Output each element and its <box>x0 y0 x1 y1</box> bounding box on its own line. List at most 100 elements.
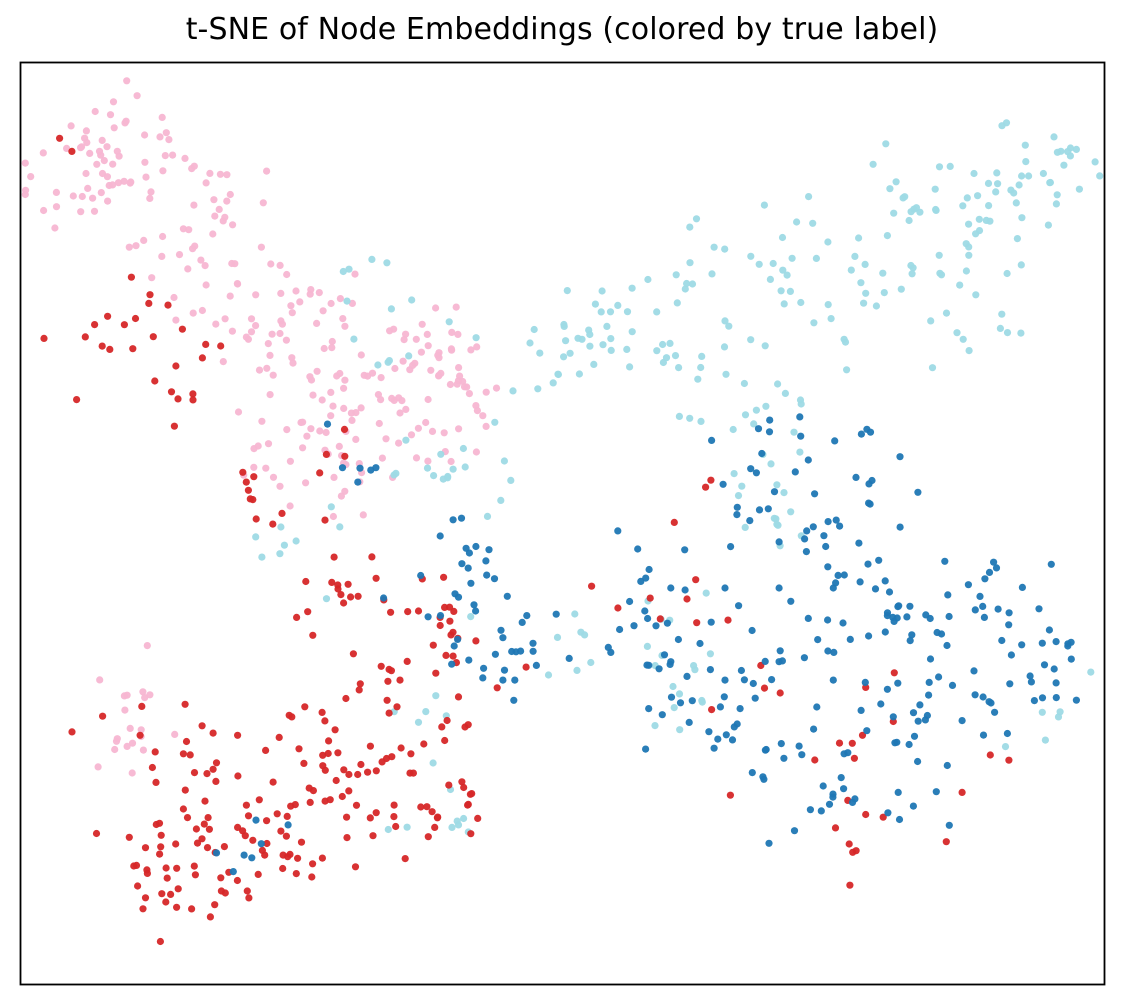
scatter-point-pink <box>336 295 344 303</box>
scatter-point-pink <box>320 344 328 353</box>
scatter-point-blue <box>630 622 638 630</box>
scatter-point-pink <box>440 429 448 437</box>
scatter-point-cyan <box>963 194 971 202</box>
scatter-point-cyan <box>675 690 684 698</box>
scatter-point-red <box>244 486 252 494</box>
scatter-point-blue <box>733 720 741 728</box>
scatter-point-blue <box>354 478 362 486</box>
scatter-point-pink <box>283 270 291 279</box>
scatter-point-pink <box>282 336 290 344</box>
scatter-point-cyan <box>905 216 913 225</box>
scatter-point-red <box>263 817 271 825</box>
scatter-point-pink <box>234 408 243 416</box>
scatter-point-cyan <box>710 243 718 251</box>
scatter-point-red <box>338 792 346 801</box>
scatter-point-pink <box>276 329 284 338</box>
scatter-point-blue <box>811 490 819 498</box>
scatter-point-cyan <box>536 349 544 357</box>
scatter-point-cyan <box>1015 181 1023 189</box>
scatter-point-red <box>831 824 840 832</box>
scatter-point-blue <box>905 740 913 749</box>
scatter-point-cyan <box>432 692 440 700</box>
scatter-point-cyan <box>972 230 980 238</box>
scatter-point-cyan <box>720 343 729 351</box>
scatter-point-blue <box>802 548 811 556</box>
scatter-point-red <box>858 731 867 739</box>
scatter-point-pink <box>89 194 97 202</box>
scatter-point-cyan <box>614 301 622 309</box>
scatter-point-blue <box>801 535 809 543</box>
scatter-point-red <box>340 766 348 774</box>
scatter-point-blue <box>450 642 458 650</box>
scatter-point-pink <box>432 304 440 312</box>
scatter-point-pink <box>128 769 136 777</box>
scatter-point-red <box>434 813 442 821</box>
scatter-point-cyan <box>530 325 538 334</box>
scatter-point-pink <box>263 364 271 372</box>
scatter-point-red <box>158 890 166 898</box>
scatter-point-red <box>201 797 209 805</box>
scatter-point-red <box>81 333 89 341</box>
scatter-point-cyan <box>755 260 763 268</box>
scatter-point-blue <box>229 868 237 876</box>
scatter-point-red <box>138 702 146 711</box>
scatter-point-blue <box>663 619 672 627</box>
scatter-point-blue <box>987 699 995 707</box>
scatter-point-red <box>443 716 451 725</box>
scatter-point-cyan <box>598 287 606 295</box>
scatter-point-red <box>209 765 217 773</box>
scatter-point-red <box>337 591 345 599</box>
scatter-point-pink <box>97 189 105 197</box>
scatter-point-blue <box>470 601 478 609</box>
scatter-point-blue <box>1052 679 1060 687</box>
scatter-point-pink <box>201 262 209 270</box>
scatter-point-blue <box>688 697 696 705</box>
scatter-point-pink <box>352 435 360 443</box>
scatter-point-cyan <box>777 287 785 295</box>
scatter-point-blue <box>497 626 505 634</box>
scatter-point-blue <box>829 793 837 801</box>
scatter-point-cyan <box>423 464 432 472</box>
scatter-point-blue <box>804 456 812 464</box>
scatter-point-pink <box>330 473 338 481</box>
scatter-point-pink <box>479 412 487 420</box>
scatter-point-pink <box>448 328 456 336</box>
scatter-point-blue <box>733 510 741 519</box>
scatter-point-pink <box>259 199 267 207</box>
scatter-point-red <box>181 786 189 794</box>
scatter-point-cyan <box>560 353 568 361</box>
scatter-point-cyan <box>841 338 850 346</box>
scatter-point-blue <box>817 807 825 815</box>
scatter-point-cyan <box>752 406 761 414</box>
scatter-point-pink <box>126 724 134 733</box>
scatter-point-cyan <box>534 385 542 393</box>
scatter-point-cyan <box>697 363 705 372</box>
scatter-point-pink <box>454 330 462 338</box>
scatter-point-cyan <box>860 299 868 307</box>
scatter-point-blue <box>764 505 772 513</box>
scatter-point-cyan <box>686 259 694 267</box>
scatter-point-cyan <box>599 341 607 349</box>
scatter-point-blue <box>1006 680 1014 688</box>
scatter-point-pink <box>158 113 166 121</box>
scatter-point-cyan <box>429 759 437 767</box>
scatter-point-cyan <box>1010 189 1018 197</box>
scatter-point-red <box>316 469 324 477</box>
scatter-point-blue <box>714 735 722 743</box>
scatter-point-red <box>167 388 176 396</box>
scatter-point-red <box>203 770 211 778</box>
scatter-point-pink <box>398 397 406 405</box>
scatter-point-cyan <box>1091 158 1099 166</box>
scatter-point-blue <box>909 709 918 717</box>
scatter-point-cyan <box>454 821 463 829</box>
scatter-point-blue <box>979 731 988 739</box>
scatter-point-cyan <box>722 370 730 378</box>
scatter-point-red <box>92 829 101 838</box>
scatter-point-cyan <box>549 379 557 387</box>
scatter-point-red <box>172 840 180 848</box>
scatter-point-pink <box>328 337 336 346</box>
scatter-point-cyan <box>747 252 755 260</box>
scatter-point-blue <box>910 732 919 740</box>
scatter-point-pink <box>306 373 314 381</box>
scatter-point-red <box>334 581 342 589</box>
